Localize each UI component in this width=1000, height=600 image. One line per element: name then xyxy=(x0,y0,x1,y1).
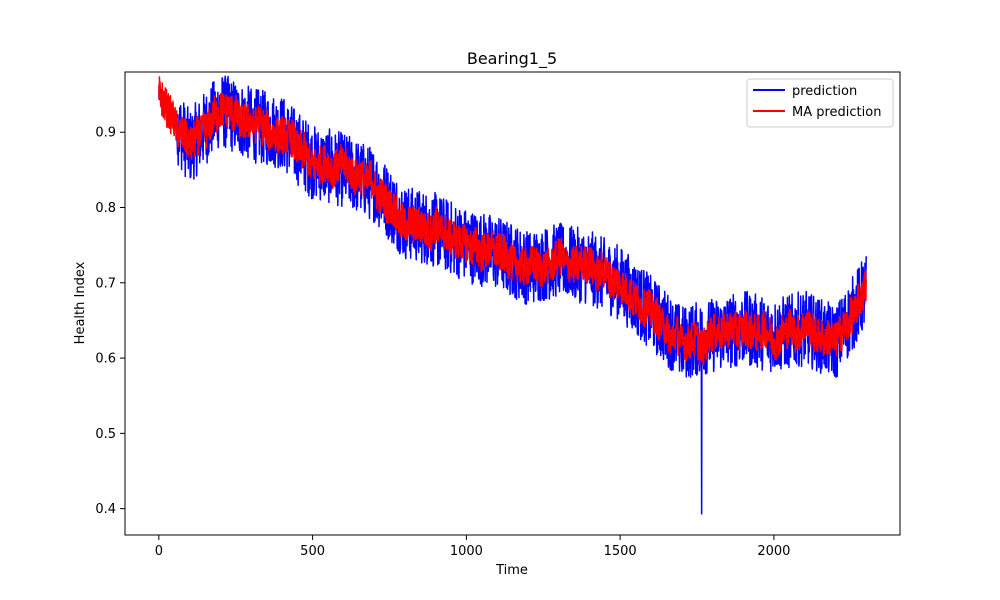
y-tick-label: 0.4 xyxy=(95,502,116,517)
y-axis-label: Health Index xyxy=(73,261,88,344)
series-line-ma-prediction xyxy=(158,76,867,366)
y-axis: 0.4 0.5 0.6 0.7 0.8 0.9 xyxy=(95,126,125,517)
plot-area xyxy=(124,71,901,536)
y-tick-label: 0.8 xyxy=(95,201,116,216)
chart-title: Bearing1_5 xyxy=(467,49,557,69)
y-tick-label: 0.9 xyxy=(95,126,116,141)
y-tick-label: 0.7 xyxy=(95,276,116,291)
legend: prediction MA prediction xyxy=(746,78,894,128)
x-tick-label: 2000 xyxy=(757,544,790,559)
x-tick-label: 1500 xyxy=(604,544,637,559)
series-layer xyxy=(158,75,867,515)
legend-label-prediction: prediction xyxy=(792,84,857,99)
x-tick-label: 500 xyxy=(300,544,325,559)
x-axis: 0 500 1000 1500 2000 xyxy=(155,535,790,559)
legend-label-ma-prediction: MA prediction xyxy=(792,105,881,120)
y-tick-label: 0.5 xyxy=(95,427,116,442)
y-tick-label: 0.6 xyxy=(95,352,116,367)
x-axis-label: Time xyxy=(495,563,528,578)
x-tick-label: 0 xyxy=(155,544,163,559)
x-tick-label: 1000 xyxy=(450,544,483,559)
plot-frame xyxy=(124,71,901,536)
